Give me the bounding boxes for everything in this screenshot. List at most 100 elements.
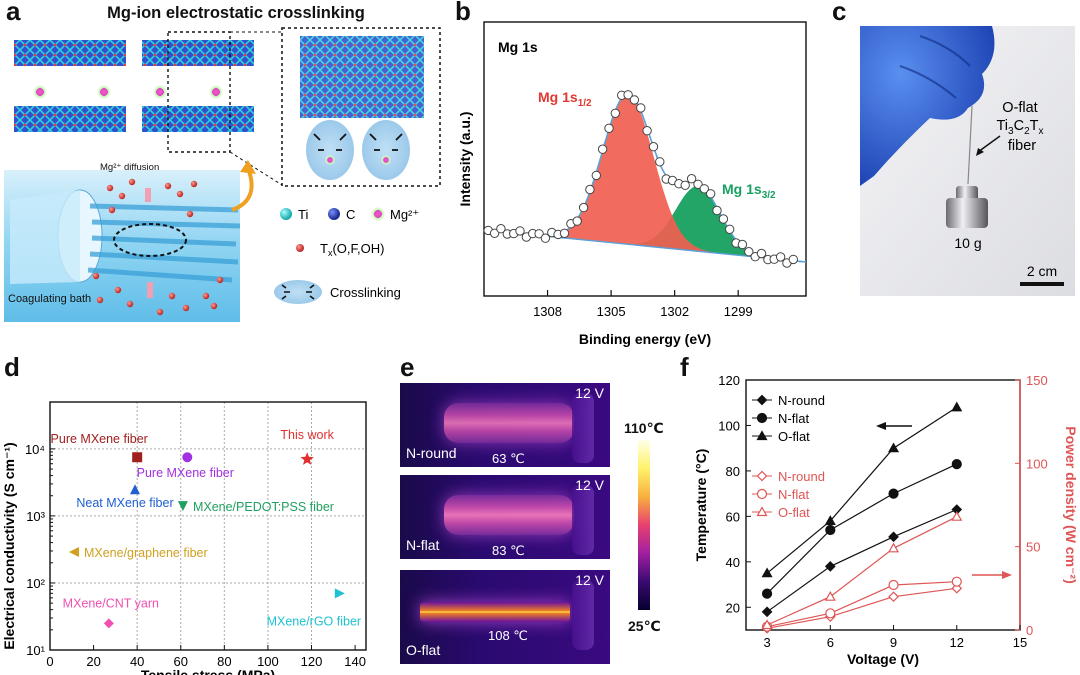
thermal-image-n-flat: 12 V 83 ℃ N-flat xyxy=(400,475,610,559)
y-tick-label: 100 xyxy=(718,418,740,433)
mxene-flake-stack-top-right xyxy=(142,40,254,132)
xps-data-point xyxy=(756,248,767,259)
svg-text:Mg²⁺: Mg²⁺ xyxy=(390,207,419,222)
mg-diffusion-label: Mg²⁺ diffusion xyxy=(100,162,159,173)
legend-label: N-round xyxy=(778,393,825,408)
marker-triangle xyxy=(888,442,900,453)
peak1-label: Mg 1s1/2 xyxy=(538,89,592,109)
x-tick-label: 80 xyxy=(217,654,231,669)
marker-triangle xyxy=(824,515,836,526)
marker-diamond xyxy=(756,470,768,482)
point-label: MXene/CNT yarn xyxy=(63,596,159,610)
scale-bar xyxy=(1020,282,1064,286)
sample-name-label: N-flat xyxy=(406,537,440,553)
marker-triangle xyxy=(824,590,836,601)
point-label: Pure MXene fiber xyxy=(51,432,148,446)
panel-a-legend: Ti C Mg²⁺ Tx(O,F,OH) Crosslinking xyxy=(274,207,419,304)
heated-fiber xyxy=(444,403,574,443)
panel-label-b: b xyxy=(455,0,471,26)
marker-circle xyxy=(761,588,773,599)
panel-e-thermal-images: 12 V 63 ℃ N-round 12 V 83 ℃ N-flat 12 V 108 ℃ O-… xyxy=(400,383,610,666)
scale-bar-label: 2 cm xyxy=(1027,263,1057,279)
weight-label: 10 g xyxy=(954,235,981,251)
marker-circle xyxy=(888,488,899,499)
legend-label: N-flat xyxy=(778,411,809,426)
marker-diamond xyxy=(824,561,836,572)
x-tick-label: 12 xyxy=(950,635,964,650)
y-tick-label: 10⁴ xyxy=(25,442,45,457)
marker-triangle xyxy=(756,506,768,517)
fiber-label-line1: O-flat xyxy=(1002,100,1037,116)
marker-square xyxy=(132,452,143,463)
y2-axis-label: Power density (W cm⁻²) xyxy=(1063,426,1079,584)
marker-triangle-down xyxy=(177,501,188,512)
y-tick-label: 10¹ xyxy=(26,643,45,658)
xps-data-point xyxy=(591,170,602,181)
xps-data-point xyxy=(597,144,608,154)
voltage-label: 12 V xyxy=(575,477,604,493)
series-line xyxy=(766,516,958,626)
xps-x-axis-label: Binding energy (eV) xyxy=(579,331,711,347)
y-tick-label: 20 xyxy=(726,600,740,615)
xps-data-point xyxy=(629,95,640,105)
marker-circle xyxy=(825,524,836,536)
marker-diamond xyxy=(951,582,963,594)
xps-data-point xyxy=(699,184,709,194)
marker-diamond xyxy=(888,591,899,603)
marker-circle xyxy=(825,608,836,619)
marker-circle xyxy=(951,458,962,470)
marker-circle xyxy=(182,452,193,463)
xps-x-tick-label: 1302 xyxy=(660,304,689,319)
sample-name-label: O-flat xyxy=(406,642,441,658)
xps-data-point xyxy=(788,254,798,265)
legend-label: N-flat xyxy=(778,487,809,502)
heated-fiber xyxy=(420,602,570,622)
xps-panel-label: Mg 1s xyxy=(498,39,538,55)
panel-a-title: Mg-ion electrostatic crosslinking xyxy=(107,4,365,22)
x-tick-label: 3 xyxy=(763,635,770,650)
series-line xyxy=(766,581,957,628)
xps-data-point xyxy=(655,157,665,167)
temperature-label: 83 ℃ xyxy=(492,543,525,558)
y2-tick-label: 50 xyxy=(1026,540,1040,555)
xps-data-point xyxy=(686,174,697,184)
marker-triangle-up xyxy=(129,484,140,495)
panel-a-schematic: Mg-ion electrostatic crosslinking xyxy=(4,4,441,322)
point-label: Pure MXene fiber xyxy=(137,466,234,480)
electrode-right xyxy=(572,393,594,463)
xps-data-point xyxy=(693,179,703,190)
svg-text:C: C xyxy=(346,207,355,222)
series-line xyxy=(766,587,957,629)
xps-data-point xyxy=(712,205,722,216)
marker-star xyxy=(300,452,314,465)
marker-triangle xyxy=(951,510,963,521)
arrow-right-icon xyxy=(1002,571,1012,579)
panel-b-xps: Mg 1s Mg 1s1/2 Mg 1s3/2 1308 1305 1302 1299… xyxy=(457,21,807,347)
coagulating-bath-scene: Mg²⁺ diffusion Coagulating bath xyxy=(4,162,241,322)
xps-curves xyxy=(483,90,807,268)
series-line xyxy=(766,406,958,574)
marker-triangle xyxy=(761,567,773,578)
peak2-label: Mg 1s3/2 xyxy=(722,181,776,201)
panel-c-photo: O-flat Ti3C2Tx fiber 10 g 2 cm xyxy=(860,26,1075,296)
marker-diamond xyxy=(756,394,768,406)
peak-1-2-fill xyxy=(543,94,802,262)
panel-f-line-chart: 3 6 9 12 15 20 40 60 80 100 120 0 50 100 150 Voltage (V… xyxy=(693,373,1079,667)
xps-data-point xyxy=(642,126,652,136)
xps-data-point xyxy=(648,142,659,152)
legend-label: N-round xyxy=(778,469,825,484)
point-label: MXene/rGO fiber xyxy=(267,614,361,628)
panel-label-a: a xyxy=(6,0,21,26)
thermal-image-o-flat: 12 V 108 ℃ O-flat xyxy=(400,570,610,664)
electrode-right xyxy=(572,485,594,555)
series-line xyxy=(766,463,958,595)
voltage-label: 12 V xyxy=(575,572,604,588)
panel-label-d: d xyxy=(4,352,20,382)
coagulating-bath-label: Coagulating bath xyxy=(8,293,91,305)
x-tick-label: 100 xyxy=(257,654,279,669)
xps-x-tick-label: 1305 xyxy=(597,304,626,319)
y-tick-label: 60 xyxy=(726,509,740,524)
xps-data-point xyxy=(744,247,754,257)
xps-data-point xyxy=(496,224,506,234)
point-label: This work xyxy=(280,428,334,442)
